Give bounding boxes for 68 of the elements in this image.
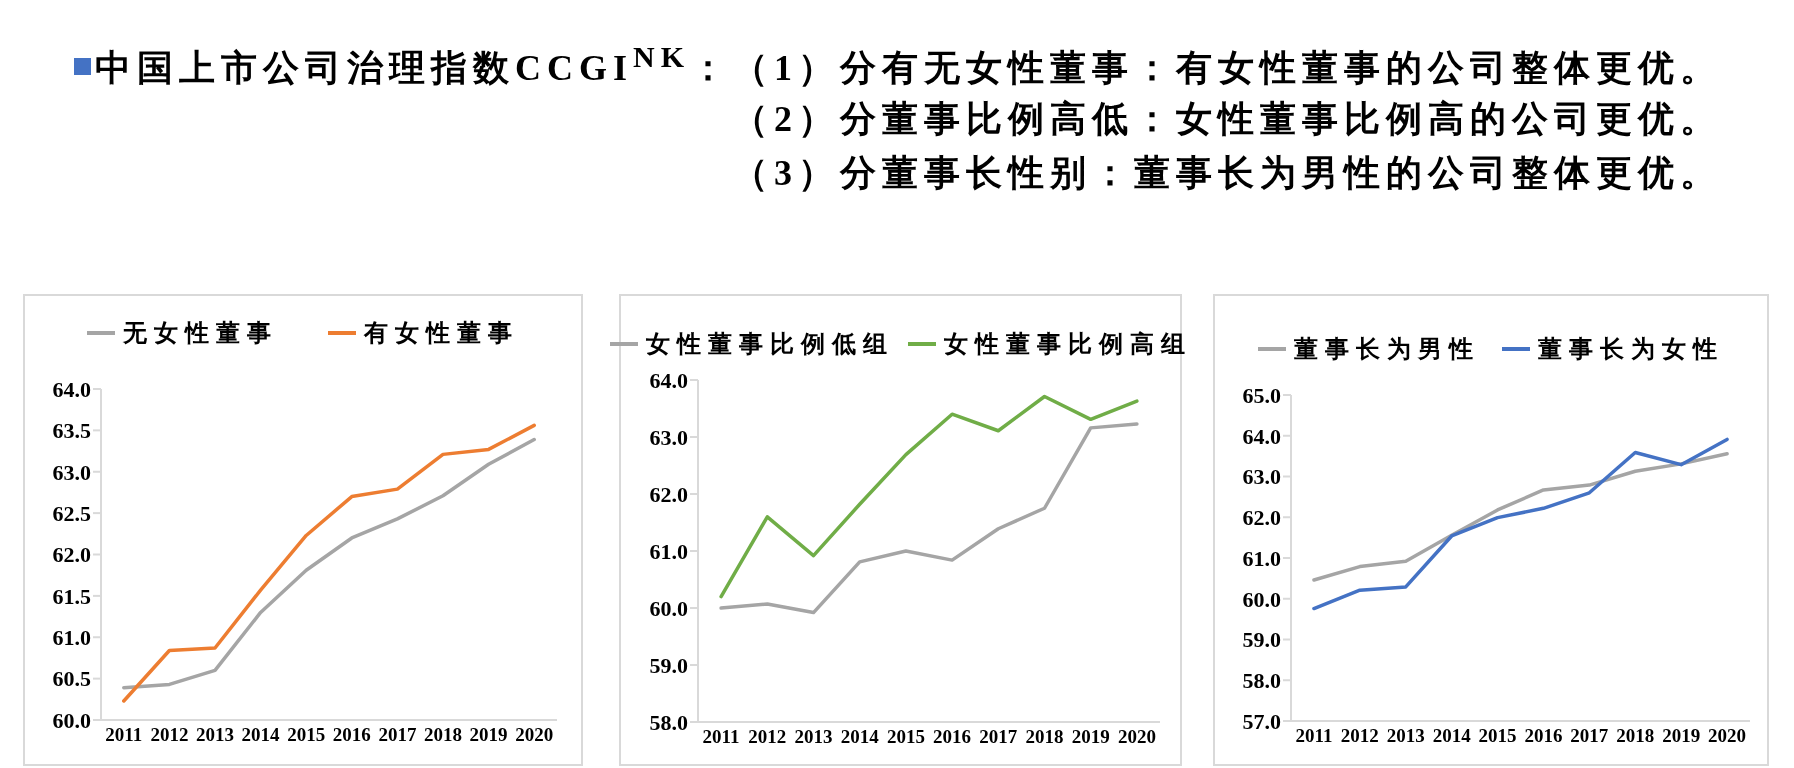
y-tick-label: 58.0 xyxy=(1242,668,1281,694)
x-tick-label: 2019 xyxy=(1662,725,1701,747)
x-tick-label: 2013 xyxy=(1386,725,1425,747)
y-tick-label: 62.5 xyxy=(52,500,91,526)
line-series xyxy=(719,394,1139,599)
y-tick-label: 59.0 xyxy=(649,652,688,678)
x-tick-label: 2018 xyxy=(424,724,462,746)
y-tick-label: 62.0 xyxy=(1242,505,1281,531)
x-tick-label: 2011 xyxy=(1295,725,1333,747)
text: 中国上市公司治理指数CCGI$^{NK}$：（1）分有无女性董事：有女性董事的公司整体更优。 xyxy=(94,40,1722,90)
x-tick-label: 2018 xyxy=(1025,726,1064,748)
y-tick-label: 60.0 xyxy=(649,595,688,621)
y-tick-label: 59.0 xyxy=(1242,627,1281,653)
y-tick-label: 63.5 xyxy=(52,418,91,444)
legend-label: 女性董事比例低组 xyxy=(645,330,894,359)
x-tick-label: 2015 xyxy=(287,724,326,746)
x-tick-label: 2016 xyxy=(1524,725,1563,747)
y-tick-label: 60.0 xyxy=(1242,586,1281,612)
chart-title: （2）分董事比例高低：女性董事比例高的公司更优。 xyxy=(732,98,1722,141)
y-tick-label: 62.0 xyxy=(52,542,91,568)
y-tick-label: 62.0 xyxy=(649,481,688,507)
x-tick-label: 2013 xyxy=(794,726,833,748)
x-tick-label: 2020 xyxy=(1117,726,1156,748)
x-tick-label: 2012 xyxy=(748,726,787,748)
line-series xyxy=(1312,451,1729,582)
line-series xyxy=(719,422,1139,615)
x-tick-label: 2011 xyxy=(105,724,143,746)
y-tick-label: 58.0 xyxy=(649,709,688,735)
x-tick-label: 2017 xyxy=(1570,725,1609,747)
x-tick-label: 2011 xyxy=(702,726,740,748)
x-tick-label: 2016 xyxy=(933,726,972,748)
x-tick-label: 2014 xyxy=(1432,725,1472,747)
y-tick-label: 61.0 xyxy=(649,538,688,564)
x-tick-label: 2015 xyxy=(1478,725,1517,747)
x-tick-label: 2017 xyxy=(979,726,1018,748)
y-tick-label: 61.0 xyxy=(52,625,91,651)
legend-label: 有女性董事 xyxy=(364,319,519,348)
x-tick-label: 2019 xyxy=(1071,726,1110,748)
x-tick-label: 2020 xyxy=(515,724,554,746)
legend-label: 董事长为女性 xyxy=(1538,335,1724,364)
x-tick-label: 2020 xyxy=(1708,725,1747,747)
line-series xyxy=(1312,437,1729,611)
x-tick-label: 2013 xyxy=(196,724,234,746)
legend-label: 无女性董事 xyxy=(123,319,278,348)
chart-title: （3）分董事长性别：董事长为男性的公司整体更优。 xyxy=(732,152,1722,195)
y-tick-label: 64.0 xyxy=(52,376,91,402)
x-tick-label: 2018 xyxy=(1616,725,1655,747)
y-tick-label: 64.0 xyxy=(649,367,688,393)
y-tick-label: 61.0 xyxy=(1242,545,1281,571)
legend-label: 女性董事比例高组 xyxy=(943,330,1192,359)
y-tick-label: 60.0 xyxy=(52,707,91,733)
x-tick-label: 2014 xyxy=(241,724,281,746)
y-tick-label: 65.0 xyxy=(1242,382,1281,408)
x-tick-label: 2019 xyxy=(469,724,508,746)
y-tick-label: 63.0 xyxy=(52,459,91,485)
y-tick-label: 61.5 xyxy=(52,583,91,609)
x-tick-label: 2012 xyxy=(1340,725,1379,747)
y-tick-label: 63.0 xyxy=(649,424,688,450)
x-tick-label: 2012 xyxy=(150,724,189,746)
x-tick-label: 2016 xyxy=(332,724,371,746)
x-tick-label: 2014 xyxy=(840,726,880,748)
y-tick-label: 64.0 xyxy=(1242,423,1281,449)
y-tick-label: 60.5 xyxy=(52,666,91,692)
x-tick-label: 2015 xyxy=(886,726,925,748)
y-tick-label: 57.0 xyxy=(1242,708,1281,734)
y-tick-label: 63.0 xyxy=(1242,464,1281,490)
legend-label: 董事长为男性 xyxy=(1294,335,1480,364)
x-tick-label: 2017 xyxy=(378,724,417,746)
